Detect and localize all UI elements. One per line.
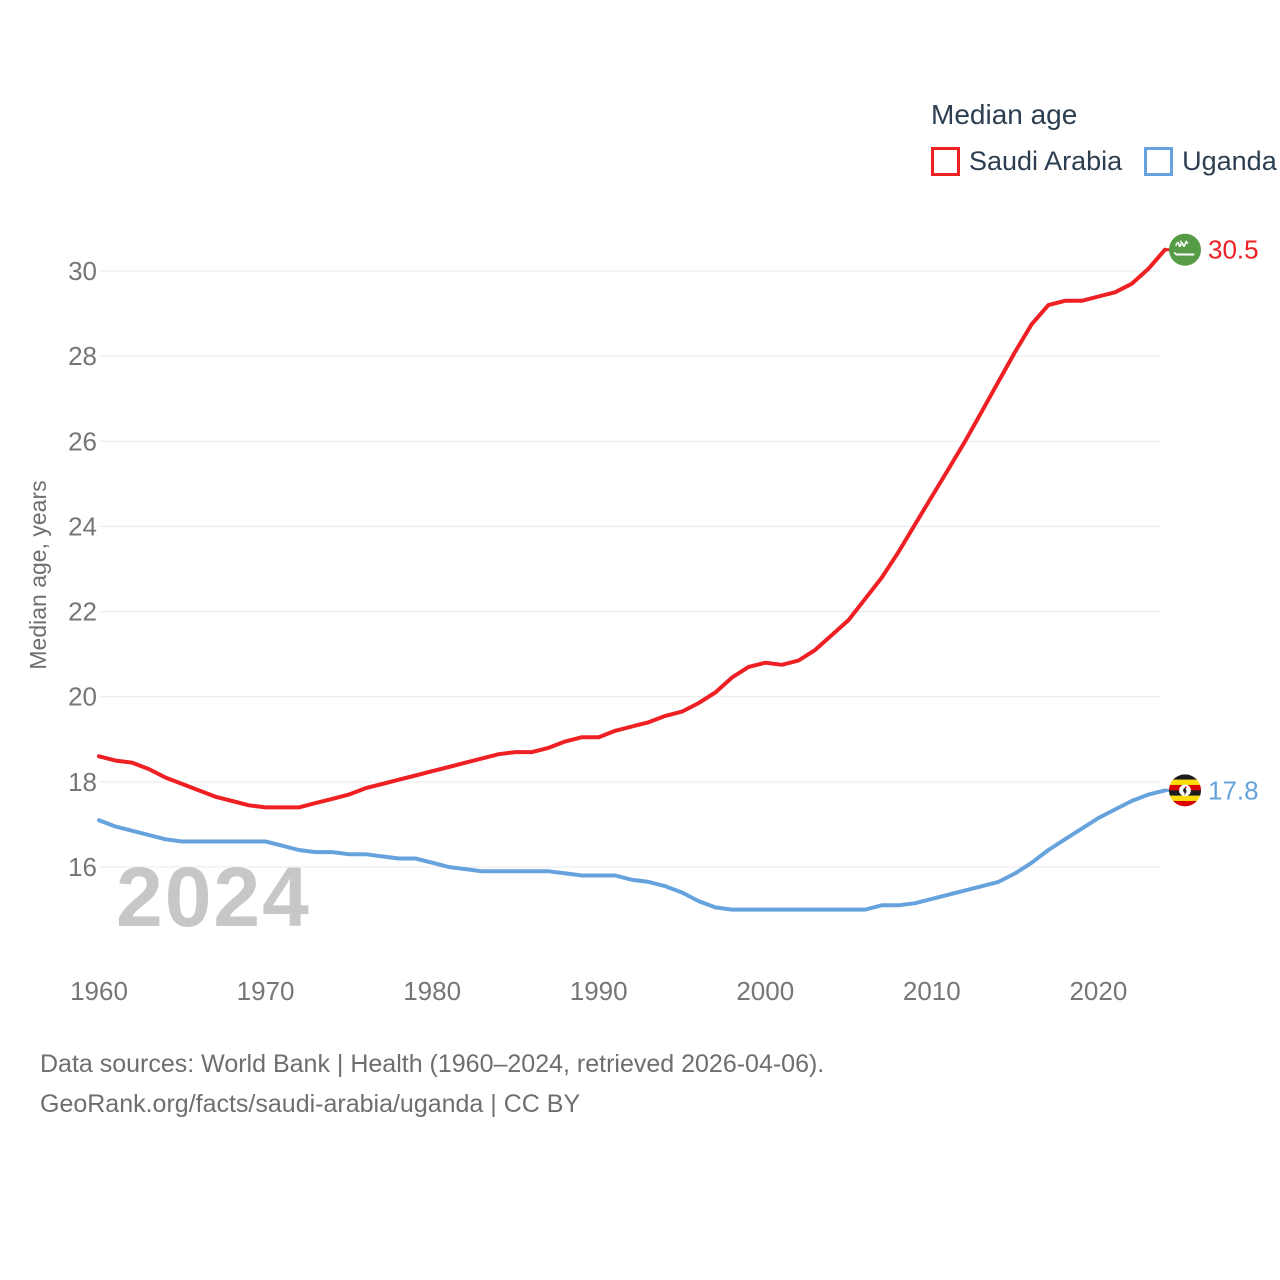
saudi-arabia-swatch [931, 147, 960, 176]
x-tick-label: 2000 [736, 976, 794, 1006]
gridlines [100, 270, 1160, 868]
y-axis-title: Median age, years [25, 480, 51, 669]
legend-label-uganda: Uganda [1182, 146, 1277, 176]
x-tick-label: 1970 [237, 976, 295, 1006]
x-tick-label: 1990 [570, 976, 628, 1006]
x-tick-label: 2010 [903, 976, 961, 1006]
y-tick-label: 24 [68, 511, 97, 541]
x-tick-label: 1960 [70, 976, 128, 1006]
footer: Data sources: World Bank | Health (1960–… [40, 1044, 824, 1124]
legend-title: Median age [931, 99, 1078, 130]
attribution-line: GeoRank.org/facts/saudi-arabia/uganda | … [40, 1090, 581, 1118]
x-tick-label: 2020 [1069, 976, 1127, 1006]
y-axis-tick-labels: 16 18 20 22 24 26 28 30 [68, 256, 97, 882]
watermark-year: 2024 [116, 850, 311, 944]
uganda-flag-icon [1169, 774, 1201, 807]
uganda-end-value: 17.8 [1208, 775, 1259, 805]
legend-items: Saudi Arabia Uganda [931, 146, 1277, 177]
legend-item-saudi-arabia[interactable]: Saudi Arabia [931, 146, 1122, 177]
data-series [97, 247, 1171, 912]
y-tick-label: 22 [68, 597, 97, 627]
y-tick-label: 26 [68, 426, 97, 456]
saudi-arabia-end-value: 30.5 [1208, 235, 1259, 265]
legend-item-uganda[interactable]: Uganda [1144, 146, 1277, 177]
legend-label-saudi-arabia: Saudi Arabia [969, 146, 1123, 176]
y-tick-label: 20 [68, 682, 97, 712]
uganda-line [97, 788, 1167, 912]
legend: Median age Saudi Arabia Uganda [931, 99, 1277, 177]
y-tick-label: 28 [68, 341, 97, 371]
data-sources-line: Data sources: World Bank | Health (1960–… [40, 1050, 825, 1078]
uganda-swatch [1144, 147, 1174, 176]
x-axis-tick-labels: 1960 1970 1980 1990 2000 2010 2020 [70, 976, 1127, 1006]
y-tick-label: 30 [68, 256, 97, 286]
y-tick-label: 16 [68, 852, 97, 882]
y-tick-label: 18 [68, 767, 97, 797]
x-tick-label: 1980 [403, 976, 461, 1006]
saudi-arabia-flag-icon [1169, 233, 1201, 266]
saudi-arabia-line [97, 247, 1167, 810]
